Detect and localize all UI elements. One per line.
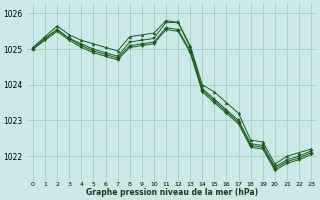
X-axis label: Graphe pression niveau de la mer (hPa): Graphe pression niveau de la mer (hPa) (86, 188, 258, 197)
